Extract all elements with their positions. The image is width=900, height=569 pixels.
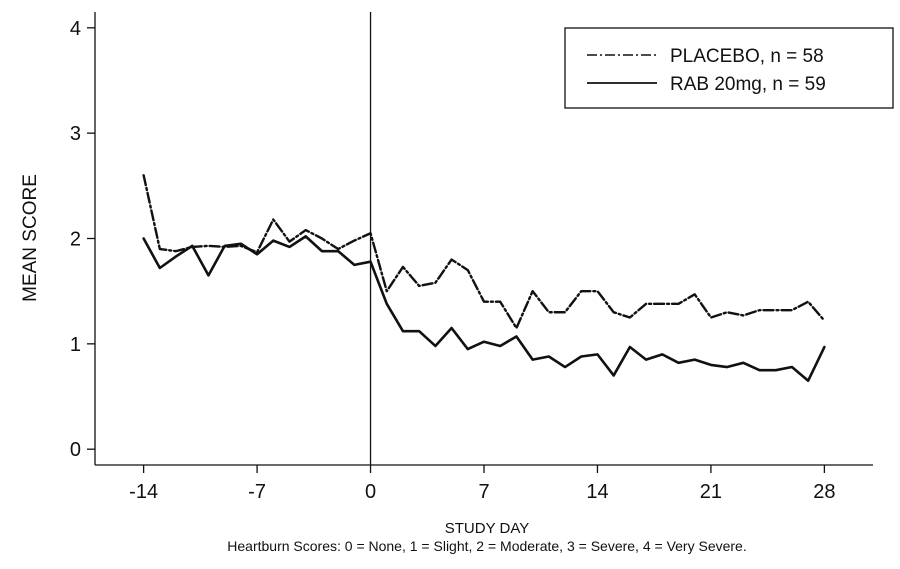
x-tick-label: 14: [586, 481, 608, 503]
x-tick-label: -7: [248, 481, 266, 503]
series-line-rab: [142, 235, 826, 383]
legend-box: [564, 27, 894, 109]
x-tick-label: 0: [365, 481, 376, 503]
y-tick-label: 0: [70, 439, 81, 461]
x-tick-label: 21: [700, 481, 722, 503]
legend-label-rab: RAB 20mg, n = 59: [670, 74, 826, 95]
y-tick-label: 3: [70, 123, 81, 145]
y-tick-label: 1: [70, 334, 81, 356]
series-line-placebo: [142, 174, 826, 330]
y-tick-label: 2: [70, 229, 81, 251]
x-axis-label: STUDY DAY: [445, 520, 529, 537]
y-axis-label: MEAN SCORE: [20, 174, 41, 302]
y-tick-label: 4: [70, 18, 81, 40]
y-ticks: 0 1 2 3 4: [70, 18, 95, 461]
score-scale-note: Heartburn Scores: 0 = None, 1 = Slight, …: [227, 538, 746, 554]
x-tick-label: -14: [129, 481, 158, 503]
series-layer: [142, 174, 826, 383]
legend: PLACEBO, n = 58 RAB 20mg, n = 59: [564, 27, 894, 109]
x-tick-label: 7: [478, 481, 489, 503]
x-ticks: -14 -7 0 7 14 21 28: [129, 465, 836, 503]
x-tick-label: 28: [813, 481, 835, 503]
legend-label-placebo: PLACEBO, n = 58: [670, 46, 824, 67]
